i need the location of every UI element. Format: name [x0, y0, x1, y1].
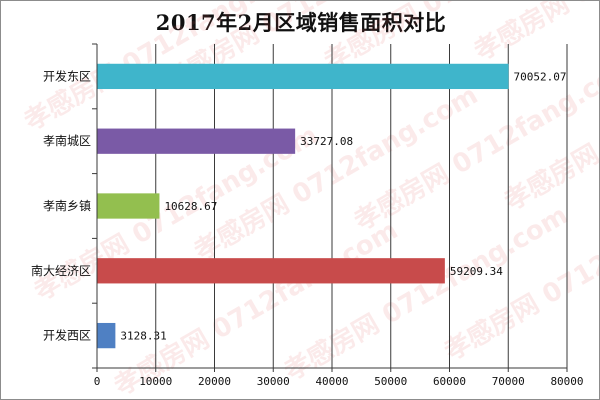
x-tick-label: 60000	[433, 375, 466, 388]
data-label: 59209.34	[450, 265, 503, 278]
x-tick-label: 0	[94, 375, 101, 388]
watermark-text: 孝感房网 0712fang.com	[469, 1, 599, 67]
x-tick-label: 80000	[550, 375, 583, 388]
category-label: 孝南乡镇	[43, 198, 91, 213]
bar	[97, 63, 509, 90]
category-label: 南大经济区	[31, 263, 91, 278]
bar	[97, 128, 296, 154]
data-label: 70052.07	[514, 70, 567, 83]
data-label: 33727.08	[300, 135, 353, 148]
category-label: 开发东区	[43, 68, 91, 83]
category-label: 孝南城区	[43, 133, 91, 148]
x-tick-label: 30000	[257, 375, 290, 388]
data-label: 3128.31	[120, 330, 166, 343]
bar	[97, 193, 160, 219]
data-label: 10628.67	[164, 200, 217, 213]
bar	[97, 322, 116, 349]
x-tick-label: 20000	[198, 375, 231, 388]
x-tick-label: 10000	[139, 375, 172, 388]
x-tick-label: 50000	[374, 375, 407, 388]
category-label: 开发西区	[43, 328, 91, 343]
bar	[97, 258, 445, 284]
x-tick-label: 70000	[492, 375, 525, 388]
chart-title: 2017年2月区域销售面积对比	[155, 10, 447, 35]
x-tick-label: 40000	[315, 375, 348, 388]
